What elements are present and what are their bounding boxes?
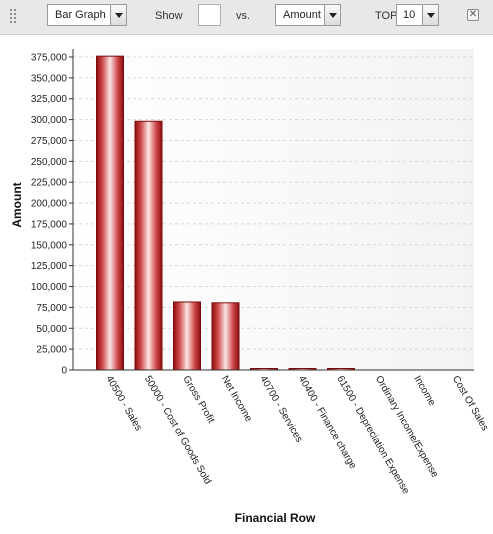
y-tick-label: 100,000 <box>31 282 68 293</box>
chart-type-select[interactable]: Bar Graph <box>47 4 127 26</box>
x-tick-label: 61500 - Depreciation Expense <box>334 374 411 496</box>
axes <box>69 49 474 371</box>
y-tick-label: 300,000 <box>31 115 68 126</box>
x-tick-label: 40500 - Sales <box>103 374 143 433</box>
chevron-down-icon[interactable] <box>110 5 126 25</box>
y-tick-label: 75,000 <box>36 303 67 314</box>
drag-handle-icon[interactable] <box>10 9 18 23</box>
y-tick-label: 275,000 <box>31 136 68 147</box>
y-tick-label: 50,000 <box>36 324 67 335</box>
y-axis-title: Amount <box>10 182 24 227</box>
x-tick-label: 40700 - Services <box>257 374 304 444</box>
vs-label: vs. <box>236 10 251 22</box>
bar-chart: 0 25,000 50,000 75,000 100,000 125,000 150,000… <box>10 49 490 525</box>
y-tick-label: 200,000 <box>31 199 68 210</box>
x-tick-label: Gross Profit <box>180 374 216 425</box>
bar[interactable] <box>173 301 201 371</box>
top-count-select[interactable]: 10 <box>396 4 439 26</box>
x-tick-label: 50000 - Cost of Goods Sold <box>142 374 213 486</box>
y-tick-label: 150,000 <box>31 240 68 251</box>
y-tick-labels: 0 25,000 50,000 75,000 100,000 125,000 150,000… <box>31 53 68 377</box>
x-tick-label: Cost Of Sales <box>450 374 490 433</box>
measure-value: Amount <box>283 9 321 21</box>
bar[interactable] <box>96 55 124 371</box>
chart-type-value: Bar Graph <box>55 9 106 21</box>
close-icon[interactable]: ✕ <box>467 9 479 21</box>
show-label: Show <box>155 10 183 22</box>
y-tick-label: 125,000 <box>31 261 68 272</box>
y-tick-label: 375,000 <box>31 53 68 64</box>
x-tick-label: Net Income <box>219 374 254 424</box>
x-axis-title: Financial Row <box>235 511 316 525</box>
bar[interactable] <box>211 302 240 371</box>
y-tick-label: 0 <box>61 366 67 377</box>
y-tick-label: 250,000 <box>31 157 68 168</box>
chart-toolbar: Bar Graph Show vs. Amount TOP 10 ✕ <box>0 0 493 35</box>
measure-select[interactable]: Amount <box>275 4 341 26</box>
chevron-down-icon[interactable] <box>324 5 340 25</box>
plot-area <box>73 49 474 370</box>
x-tick-label: Income <box>411 374 437 408</box>
y-tick-label: 350,000 <box>31 73 68 84</box>
y-tick-label: 325,000 <box>31 94 68 105</box>
y-tick-label: 25,000 <box>36 345 67 356</box>
y-tick-label: 175,000 <box>31 219 68 230</box>
show-field[interactable] <box>198 4 221 26</box>
top-label: TOP <box>375 10 398 22</box>
chevron-down-icon[interactable] <box>422 5 438 25</box>
y-tick-label: 225,000 <box>31 178 68 189</box>
bar[interactable] <box>134 120 163 371</box>
top-count-value: 10 <box>403 9 416 21</box>
